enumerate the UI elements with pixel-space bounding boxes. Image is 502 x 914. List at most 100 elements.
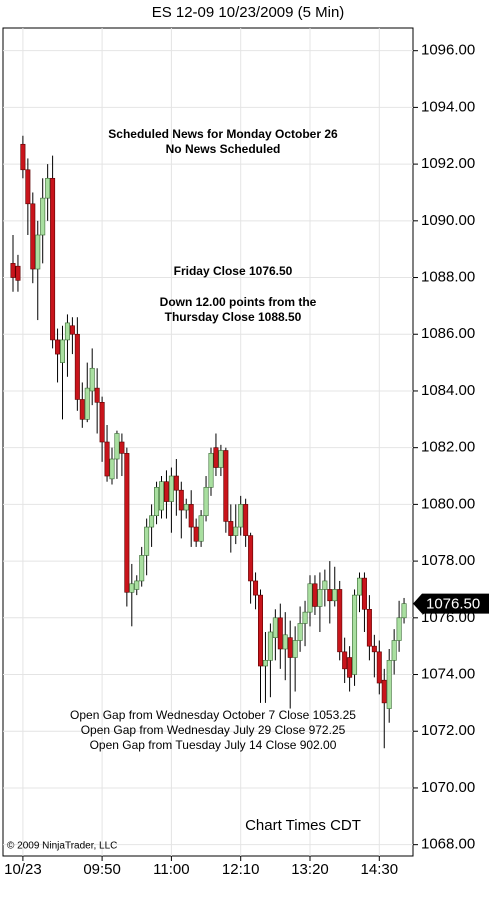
candle-body — [272, 617, 278, 638]
plot-frame — [2, 27, 414, 857]
candle-body — [223, 450, 229, 522]
candle-body — [20, 143, 26, 171]
candle-body — [154, 487, 160, 517]
last-price-flag — [413, 593, 489, 614]
y-tick-label: 1090.00 — [421, 212, 475, 229]
y-tick-label: 1086.00 — [421, 325, 475, 342]
candle-body — [233, 526, 239, 536]
candle-body — [386, 660, 392, 709]
y-tick-label: 1068.00 — [421, 836, 475, 853]
annotation: © 2009 NinjaTrader, LLC — [7, 841, 117, 852]
annotation: Open Gap from Wednesday October 7 Close … — [70, 708, 356, 722]
candle-body — [59, 339, 65, 363]
x-tick-label: 13:20 — [291, 861, 329, 878]
candle-body — [262, 660, 268, 667]
candle-body — [302, 611, 308, 624]
candle-body — [282, 634, 288, 650]
candle-body — [297, 623, 303, 641]
candle-body — [322, 580, 328, 590]
x-tick-label: 14:30 — [361, 861, 399, 878]
candle-body — [119, 441, 125, 454]
annotation: Chart Times CDT — [245, 817, 361, 834]
candle-body — [15, 265, 21, 281]
y-tick-label: 1088.00 — [421, 269, 475, 286]
candle-body — [238, 504, 244, 528]
candle-body — [94, 387, 100, 403]
candle-body — [64, 322, 70, 341]
candle-body — [124, 453, 130, 593]
candle-body — [79, 399, 85, 420]
candle-body — [213, 447, 219, 468]
candle-body — [371, 645, 377, 653]
candle-body — [312, 583, 318, 607]
candle-body — [327, 589, 333, 602]
annotation: No News Scheduled — [166, 142, 281, 156]
candle-body — [178, 489, 184, 511]
candle-body — [25, 169, 31, 205]
x-tick-label: 09:50 — [83, 861, 121, 878]
candle-body — [134, 580, 140, 590]
annotation: Open Gap from Wednesday July 29 Close 97… — [81, 723, 346, 737]
candle-body — [40, 197, 46, 236]
candle-body — [277, 617, 283, 650]
candle-body — [198, 515, 204, 542]
candle-body — [267, 631, 273, 661]
annotation: Open Gap from Tuesday July 14 Close 902.… — [90, 738, 337, 752]
candle-body — [10, 263, 16, 278]
candle-body — [168, 475, 174, 502]
candle-body — [208, 453, 214, 488]
y-tick-label: 1092.00 — [421, 155, 475, 172]
candle-body — [144, 526, 150, 556]
candle-body — [99, 402, 105, 443]
y-tick-label: 1078.00 — [421, 552, 475, 569]
y-tick-label: 1096.00 — [421, 42, 475, 59]
candle-body — [248, 535, 254, 582]
candle-body — [347, 657, 353, 678]
candle-body — [159, 481, 165, 511]
y-tick-label: 1084.00 — [421, 382, 475, 399]
y-tick-label: 1094.00 — [421, 98, 475, 115]
candle-body — [396, 617, 402, 641]
candle-body — [253, 580, 259, 596]
candle-body — [307, 583, 313, 613]
candle-body — [188, 504, 194, 528]
candle-body — [391, 640, 397, 661]
candle-body — [337, 589, 343, 653]
candle-body — [361, 577, 367, 610]
candle-body — [109, 458, 115, 480]
candle-body — [356, 577, 362, 596]
chart-title: ES 12-09 10/23/2009 (5 Min) — [152, 4, 345, 21]
candle-body — [401, 603, 407, 619]
candle-body — [292, 640, 298, 658]
y-tick-label: 1070.00 — [421, 779, 475, 796]
candle-body — [139, 555, 145, 582]
candle-body — [342, 651, 348, 670]
candle-body — [50, 177, 56, 341]
annotation: Scheduled News for Monday October 26 — [108, 127, 338, 141]
candle-body — [163, 481, 169, 502]
candle-body — [257, 594, 263, 667]
candle-body — [84, 387, 90, 420]
candle-body — [317, 589, 323, 607]
candle-body — [89, 367, 95, 392]
candle-body — [183, 504, 189, 511]
y-tick-label: 1072.00 — [421, 722, 475, 739]
y-tick-label: 1074.00 — [421, 665, 475, 682]
candle-body — [74, 333, 80, 400]
candle-body — [218, 450, 224, 468]
candle-body — [173, 475, 179, 491]
x-tick-label: 10/23 — [4, 861, 42, 878]
annotation: Down 12.00 points from the — [160, 295, 317, 309]
candle-body — [381, 679, 387, 704]
annotation: Friday Close 1076.50 — [174, 264, 293, 278]
candle-body — [228, 521, 234, 536]
candle-body — [35, 234, 41, 270]
candle-body — [104, 441, 110, 477]
candle-body — [30, 203, 36, 270]
y-tick-label: 1082.00 — [421, 439, 475, 456]
candle-body — [45, 177, 51, 199]
annotation: Thursday Close 1088.50 — [165, 310, 302, 324]
candle-body — [69, 325, 75, 335]
